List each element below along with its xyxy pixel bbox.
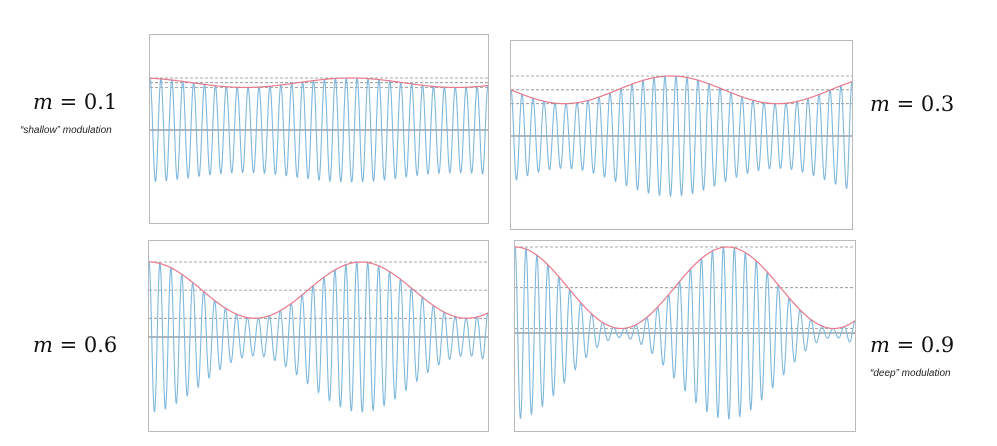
m-value: 0.3 [920,92,955,116]
modulated-carrier-line [149,76,489,183]
modulation-label-m-0-1: m = 0.1 [33,90,117,114]
modulation-label-m-0-9: m = 0.9 [870,333,954,357]
m-value: 0.6 [83,333,118,357]
m-symbol: m [870,92,890,116]
envelope-line [510,75,853,105]
shallow-modulation-note: “shallow” modulation [20,125,112,136]
am-waveform-plot [510,75,853,198]
waveform-panel-m-0-1 [149,34,489,224]
envelope-line [149,77,489,89]
am-waveform-plot [148,260,489,413]
modulated-carrier-line [510,75,853,198]
m-value: 0.9 [920,333,955,357]
am-waveform-plot [149,76,489,183]
m-symbol: m [33,90,53,114]
deep-modulation-note: “deep” modulation [870,368,951,379]
equals-sign: = [889,92,921,116]
m-value: 0.1 [83,90,118,114]
waveform-panel-m-0-3 [510,40,853,230]
m-symbol: m [870,333,890,357]
waveform-panel-m-0-9 [514,240,856,432]
modulation-label-m-0-3: m = 0.3 [870,92,954,116]
equals-sign: = [889,333,921,357]
m-symbol: m [33,333,53,357]
envelope-line [514,246,856,330]
modulated-carrier-line [148,260,489,413]
am-waveform-plot [514,245,856,420]
waveform-panel-m-0-6 [148,240,489,432]
equals-sign: = [52,333,84,357]
modulation-label-m-0-6: m = 0.6 [33,333,117,357]
equals-sign: = [52,90,84,114]
modulated-carrier-line [514,245,856,420]
envelope-line [148,261,489,319]
